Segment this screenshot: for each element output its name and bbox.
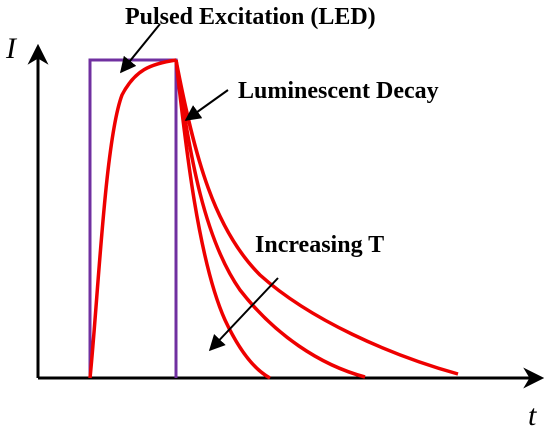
decay-arrow (184, 89, 229, 121)
decay-curve-1 (174, 59, 271, 380)
decay-curve-3 (174, 59, 459, 376)
y-axis-label: I (5, 32, 18, 65)
temperature-arrow (208, 277, 279, 352)
x-axis-label: t (528, 399, 537, 432)
excitation-arrow (119, 23, 161, 74)
decay-curve-2 (174, 59, 366, 379)
temperature-label: Increasing T (255, 232, 384, 258)
excitation-label: Pulsed Excitation (LED) (125, 4, 376, 30)
luminescence-rise-curve (88, 58, 177, 379)
decay-label: Luminescent Decay (238, 78, 439, 104)
